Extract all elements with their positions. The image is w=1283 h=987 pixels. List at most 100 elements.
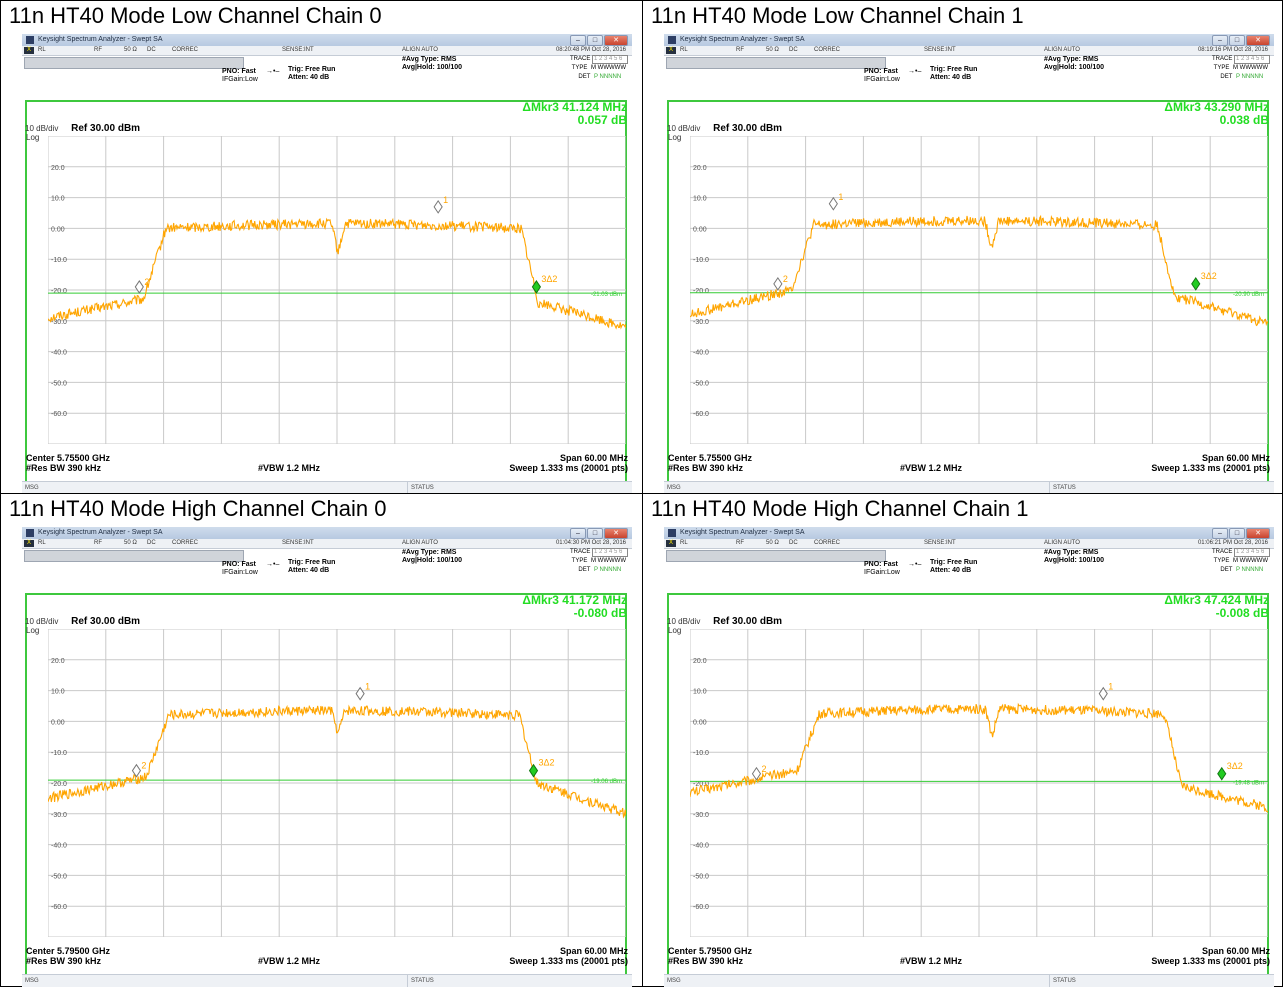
maximize-icon[interactable]: □ (587, 35, 603, 46)
sense-label: SENSE:INT (924, 540, 956, 546)
maximize-icon[interactable]: □ (587, 528, 603, 539)
close-icon[interactable]: ✕ (1246, 528, 1270, 539)
log-scale-label: Log (26, 626, 40, 635)
command-input[interactable] (24, 57, 244, 69)
status-bar: MSG STATUS (664, 481, 1274, 494)
y-tick-label: 0.00 (693, 226, 707, 233)
timestamp: 08:20:48 PM Oct 28, 2016 (555, 47, 626, 53)
command-input[interactable] (666, 57, 886, 69)
marker-delta-level: -0.080 dB (573, 606, 627, 620)
trace-label: TRACE (1211, 549, 1233, 555)
type-label: TYPE (571, 65, 588, 71)
y-tick-label: -40.0 (51, 350, 67, 357)
close-icon[interactable]: ✕ (604, 528, 628, 539)
window-titlebar: Keysight Spectrum Analyzer - Swept SA – … (22, 527, 632, 539)
span: Span 60.00 MHz (1201, 453, 1270, 463)
spectrum-analyzer-window: Keysight Spectrum Analyzer - Swept SA – … (22, 34, 632, 494)
span: Span 60.00 MHz (559, 453, 628, 463)
msg-label: MSG (25, 978, 39, 984)
y-tick-label: -60.0 (693, 904, 709, 911)
window-title: Keysight Spectrum Analyzer - Swept SA (680, 36, 805, 43)
minimize-icon[interactable]: – (1212, 35, 1228, 46)
det-label: DET (578, 74, 591, 80)
type-value: M WWWWW (591, 65, 626, 71)
spectrum-plot[interactable]: 20.0 10.0 0.00 -10.0 -20.0 -30.0 -40.0 -50.0 -60… (690, 629, 1268, 937)
correc-label: CORREC (172, 47, 199, 53)
panel-title: 11n HT40 Mode Low Channel Chain 0 (9, 3, 382, 28)
y-tick-label: -10.0 (51, 257, 67, 264)
avg-type: #Avg Type: RMS (402, 56, 457, 63)
y-tick-label: 20.0 (51, 165, 65, 172)
marker-3-delta-icon (528, 763, 539, 778)
close-icon[interactable]: ✕ (604, 35, 628, 46)
det-label: DET (1220, 567, 1233, 573)
minimize-icon[interactable]: – (1212, 528, 1228, 539)
sense-label: SENSE:INT (924, 47, 956, 53)
spectrum-trace (48, 704, 626, 819)
impedance-label: 50 Ω (766, 47, 779, 53)
command-input[interactable] (24, 550, 244, 562)
spectrum-analyzer-window: Keysight Spectrum Analyzer - Swept SA – … (22, 527, 632, 987)
log-scale-label: Log (668, 626, 682, 635)
correc-label: CORREC (814, 47, 841, 53)
lxi-icon: X (24, 540, 34, 547)
minimize-icon[interactable]: – (570, 35, 586, 46)
spectrum-plot[interactable]: 20.0 10.0 0.00 -10.0 -20.0 -30.0 -40.0 -50.0 -60… (48, 629, 626, 937)
y-tick-label: -40.0 (693, 843, 709, 850)
res-bw: #Res BW 390 kHz (26, 956, 102, 966)
window-titlebar: Keysight Spectrum Analyzer - Swept SA – … (664, 527, 1274, 539)
center-frequency: Center 5.75500 GHz (668, 453, 753, 463)
trigger-setting: Trig: Free Run (930, 559, 978, 566)
correc-label: CORREC (172, 540, 199, 546)
settings-bar: X RL RF 50 Ω DC CORREC SENSE:INT ALIGN A… (664, 46, 1274, 56)
span: Span 60.00 MHz (1201, 946, 1270, 956)
marker-readout: ΔMkr3 43.290 MHz 0.038 dB (1164, 101, 1269, 127)
status-bar: MSG STATUS (22, 974, 632, 987)
spectrum-plot[interactable]: 20.0 10.0 0.00 -10.0 -20.0 -30.0 -40.0 -50.0 -60… (690, 136, 1268, 444)
align-label: ALIGN AUTO (1044, 47, 1080, 53)
rl-label: RL (38, 47, 46, 53)
msg-label: MSG (667, 978, 681, 984)
trace-label: TRACE (569, 549, 591, 555)
trigger-arrow-icon: →•– (908, 561, 922, 568)
y-tick-label: -20.0 (51, 288, 67, 295)
span: Span 60.00 MHz (559, 946, 628, 956)
type-value: M WWWWW (1233, 558, 1268, 564)
marker-3-label: 3Δ2 (1227, 761, 1243, 771)
marker-2-icon (131, 763, 142, 778)
maximize-icon[interactable]: □ (1229, 528, 1245, 539)
vbw: #VBW 1.2 MHz (900, 463, 963, 473)
avg-hold: Avg|Hold: 100/100 (1044, 64, 1105, 71)
sense-label: SENSE:INT (282, 540, 314, 546)
rf-label: RF (736, 47, 744, 53)
vbw: #VBW 1.2 MHz (900, 956, 963, 966)
pno-setting: PNO: Fast (222, 561, 256, 568)
spectrum-plot[interactable]: 20.0 10.0 0.00 -10.0 -20.0 -30.0 -40.0 -50.0 -60… (48, 136, 626, 444)
y-tick-label: -30.0 (693, 812, 709, 819)
avg-hold: Avg|Hold: 100/100 (1044, 557, 1105, 564)
close-icon[interactable]: ✕ (1246, 35, 1270, 46)
y-tick-label: 0.00 (693, 719, 707, 726)
panel-title: 11n HT40 Mode High Channel Chain 0 (9, 496, 387, 521)
status-label: STATUS (1049, 975, 1076, 987)
marker-2-label: 2 (761, 764, 766, 774)
marker-3-delta-icon (1191, 276, 1201, 291)
trigger-setting: Trig: Free Run (288, 66, 336, 73)
threshold-label: -19.06 dBm (591, 779, 622, 785)
timestamp: 08:19:16 PM Oct 28, 2016 (1197, 47, 1268, 53)
minimize-icon[interactable]: – (570, 528, 586, 539)
ifgain-setting: IFGain:Low (864, 569, 900, 576)
maximize-icon[interactable]: □ (1229, 35, 1245, 46)
rl-label: RL (680, 47, 688, 53)
rf-label: RF (94, 47, 102, 53)
align-label: ALIGN AUTO (1044, 540, 1080, 546)
impedance-label: 50 Ω (124, 47, 137, 53)
settings-bar: X RL RF 50 Ω DC CORREC SENSE:INT ALIGN A… (22, 539, 632, 549)
type-label: TYPE (1213, 65, 1230, 71)
command-input[interactable] (666, 550, 886, 562)
y-tick-label: -50.0 (693, 380, 709, 387)
marker-delta-freq: ΔMkr3 43.290 MHz (1164, 100, 1269, 114)
y-tick-label: -40.0 (51, 843, 67, 850)
det-value: P NNNNN (594, 567, 622, 573)
